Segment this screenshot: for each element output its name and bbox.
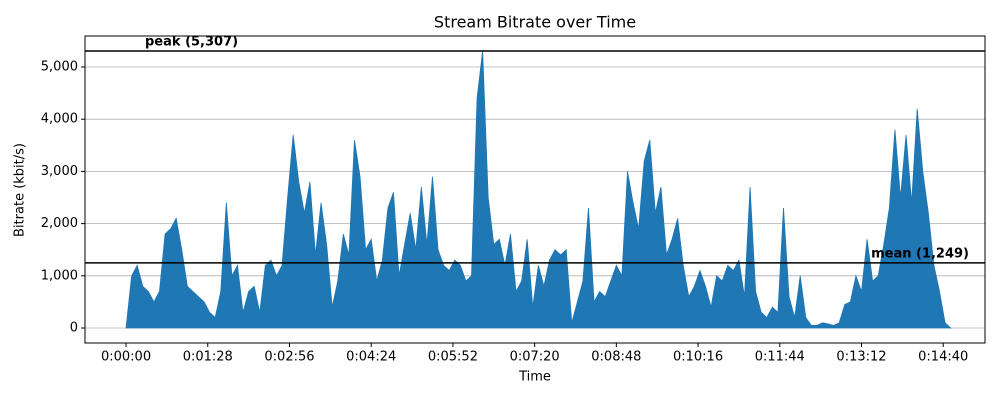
x-tick-label: 0:01:28 — [183, 350, 233, 365]
plot-frame — [84, 35, 986, 344]
chart-title: Stream Bitrate over Time — [434, 13, 636, 32]
y-tick-label: 5,000 — [41, 60, 78, 75]
reference-label: peak (5,307) — [145, 34, 238, 49]
y-tick-label: 0 — [70, 321, 78, 336]
x-axis-label: Time — [518, 370, 551, 385]
y-tick-label: 3,000 — [41, 164, 78, 179]
reference-label: mean (1,249) — [871, 246, 969, 261]
y-tick-label: 2,000 — [41, 216, 78, 231]
x-tick-label: 0:05:52 — [428, 350, 478, 365]
x-tick-label: 0:00:00 — [101, 350, 151, 365]
x-tick-label: 0:11:44 — [755, 350, 805, 365]
x-tick-label: 0:08:48 — [591, 350, 641, 365]
y-tick-label: 1,000 — [41, 268, 78, 283]
x-tick-label: 0:14:40 — [918, 350, 968, 365]
x-tick-label: 0:04:24 — [346, 350, 396, 365]
y-axis-label: Bitrate (kbit/s) — [13, 143, 28, 237]
x-tick-label: 0:07:20 — [510, 350, 560, 365]
x-tick-label: 0:13:12 — [836, 350, 886, 365]
x-tick-label: 0:02:56 — [264, 350, 314, 365]
x-tick-label: 0:10:16 — [673, 350, 723, 365]
y-tick-label: 4,000 — [41, 112, 78, 127]
area — [125, 50, 952, 329]
